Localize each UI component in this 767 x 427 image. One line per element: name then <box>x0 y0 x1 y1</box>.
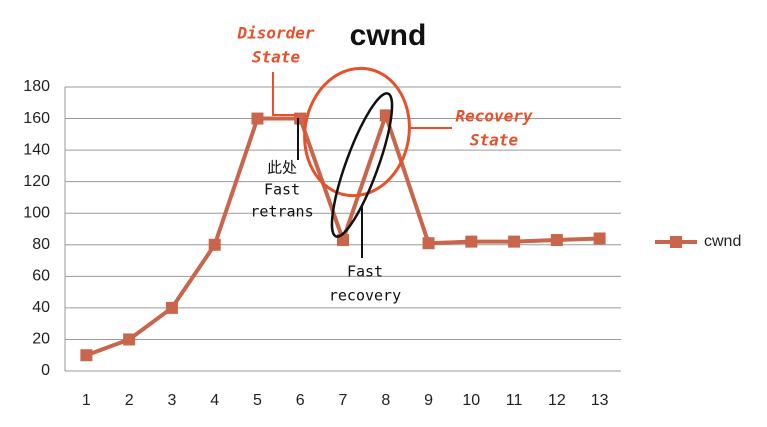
chart-title: cwnd <box>350 19 427 52</box>
x-tick-label: 10 <box>462 392 480 409</box>
marker <box>208 238 221 251</box>
y-tick-label: 20 <box>32 331 50 348</box>
x-tick-label: 7 <box>339 392 348 409</box>
y-tick-label: 60 <box>32 268 50 285</box>
annotation: Recovery <box>455 107 532 126</box>
marker <box>550 234 563 247</box>
x-tick-label: 9 <box>424 392 433 409</box>
marker <box>422 237 435 250</box>
x-tick-label: 11 <box>506 392 523 409</box>
marker <box>508 235 521 248</box>
marker <box>123 333 136 346</box>
pointer-line <box>272 72 298 116</box>
x-tick-label: 8 <box>381 392 390 409</box>
recovery-ellipse-black <box>330 92 394 238</box>
recovery-ellipse <box>303 66 411 198</box>
annotation: 此处 <box>267 159 297 177</box>
y-tick-label: 80 <box>32 236 50 253</box>
x-tick-label: 12 <box>548 392 566 409</box>
x-tick-label: 3 <box>167 392 176 409</box>
y-tick-label: 40 <box>32 299 50 316</box>
y-tick-label: 180 <box>23 78 50 95</box>
annotation: Fast <box>347 263 383 281</box>
annotation: State <box>470 131 519 150</box>
x-tick-label: 1 <box>82 392 91 409</box>
y-tick-label: 120 <box>23 173 50 190</box>
y-tick-label: 100 <box>23 204 50 221</box>
y-tick-label: 0 <box>41 362 50 379</box>
legend-label: cwnd <box>704 233 741 250</box>
annotation: Disorder <box>236 24 314 43</box>
marker <box>251 112 264 125</box>
x-tick-label: 13 <box>591 392 609 409</box>
x-tick-label: 6 <box>296 392 305 409</box>
y-tick-label: 160 <box>23 110 50 127</box>
x-tick-label: 4 <box>210 392 219 409</box>
annotation-shapes <box>272 66 452 258</box>
marker <box>593 232 606 245</box>
y-tick-label: 140 <box>23 141 50 158</box>
annotation: recovery <box>329 287 401 305</box>
marker <box>165 301 178 314</box>
legend-marker <box>670 236 682 248</box>
marker <box>80 349 93 362</box>
x-tick-label: 5 <box>253 392 262 409</box>
annotation: Fast <box>264 181 300 199</box>
annotation: State <box>252 48 301 67</box>
marker <box>465 235 478 248</box>
annotation: retrans <box>250 203 313 221</box>
x-tick-label: 2 <box>125 392 134 409</box>
marker <box>379 109 392 122</box>
